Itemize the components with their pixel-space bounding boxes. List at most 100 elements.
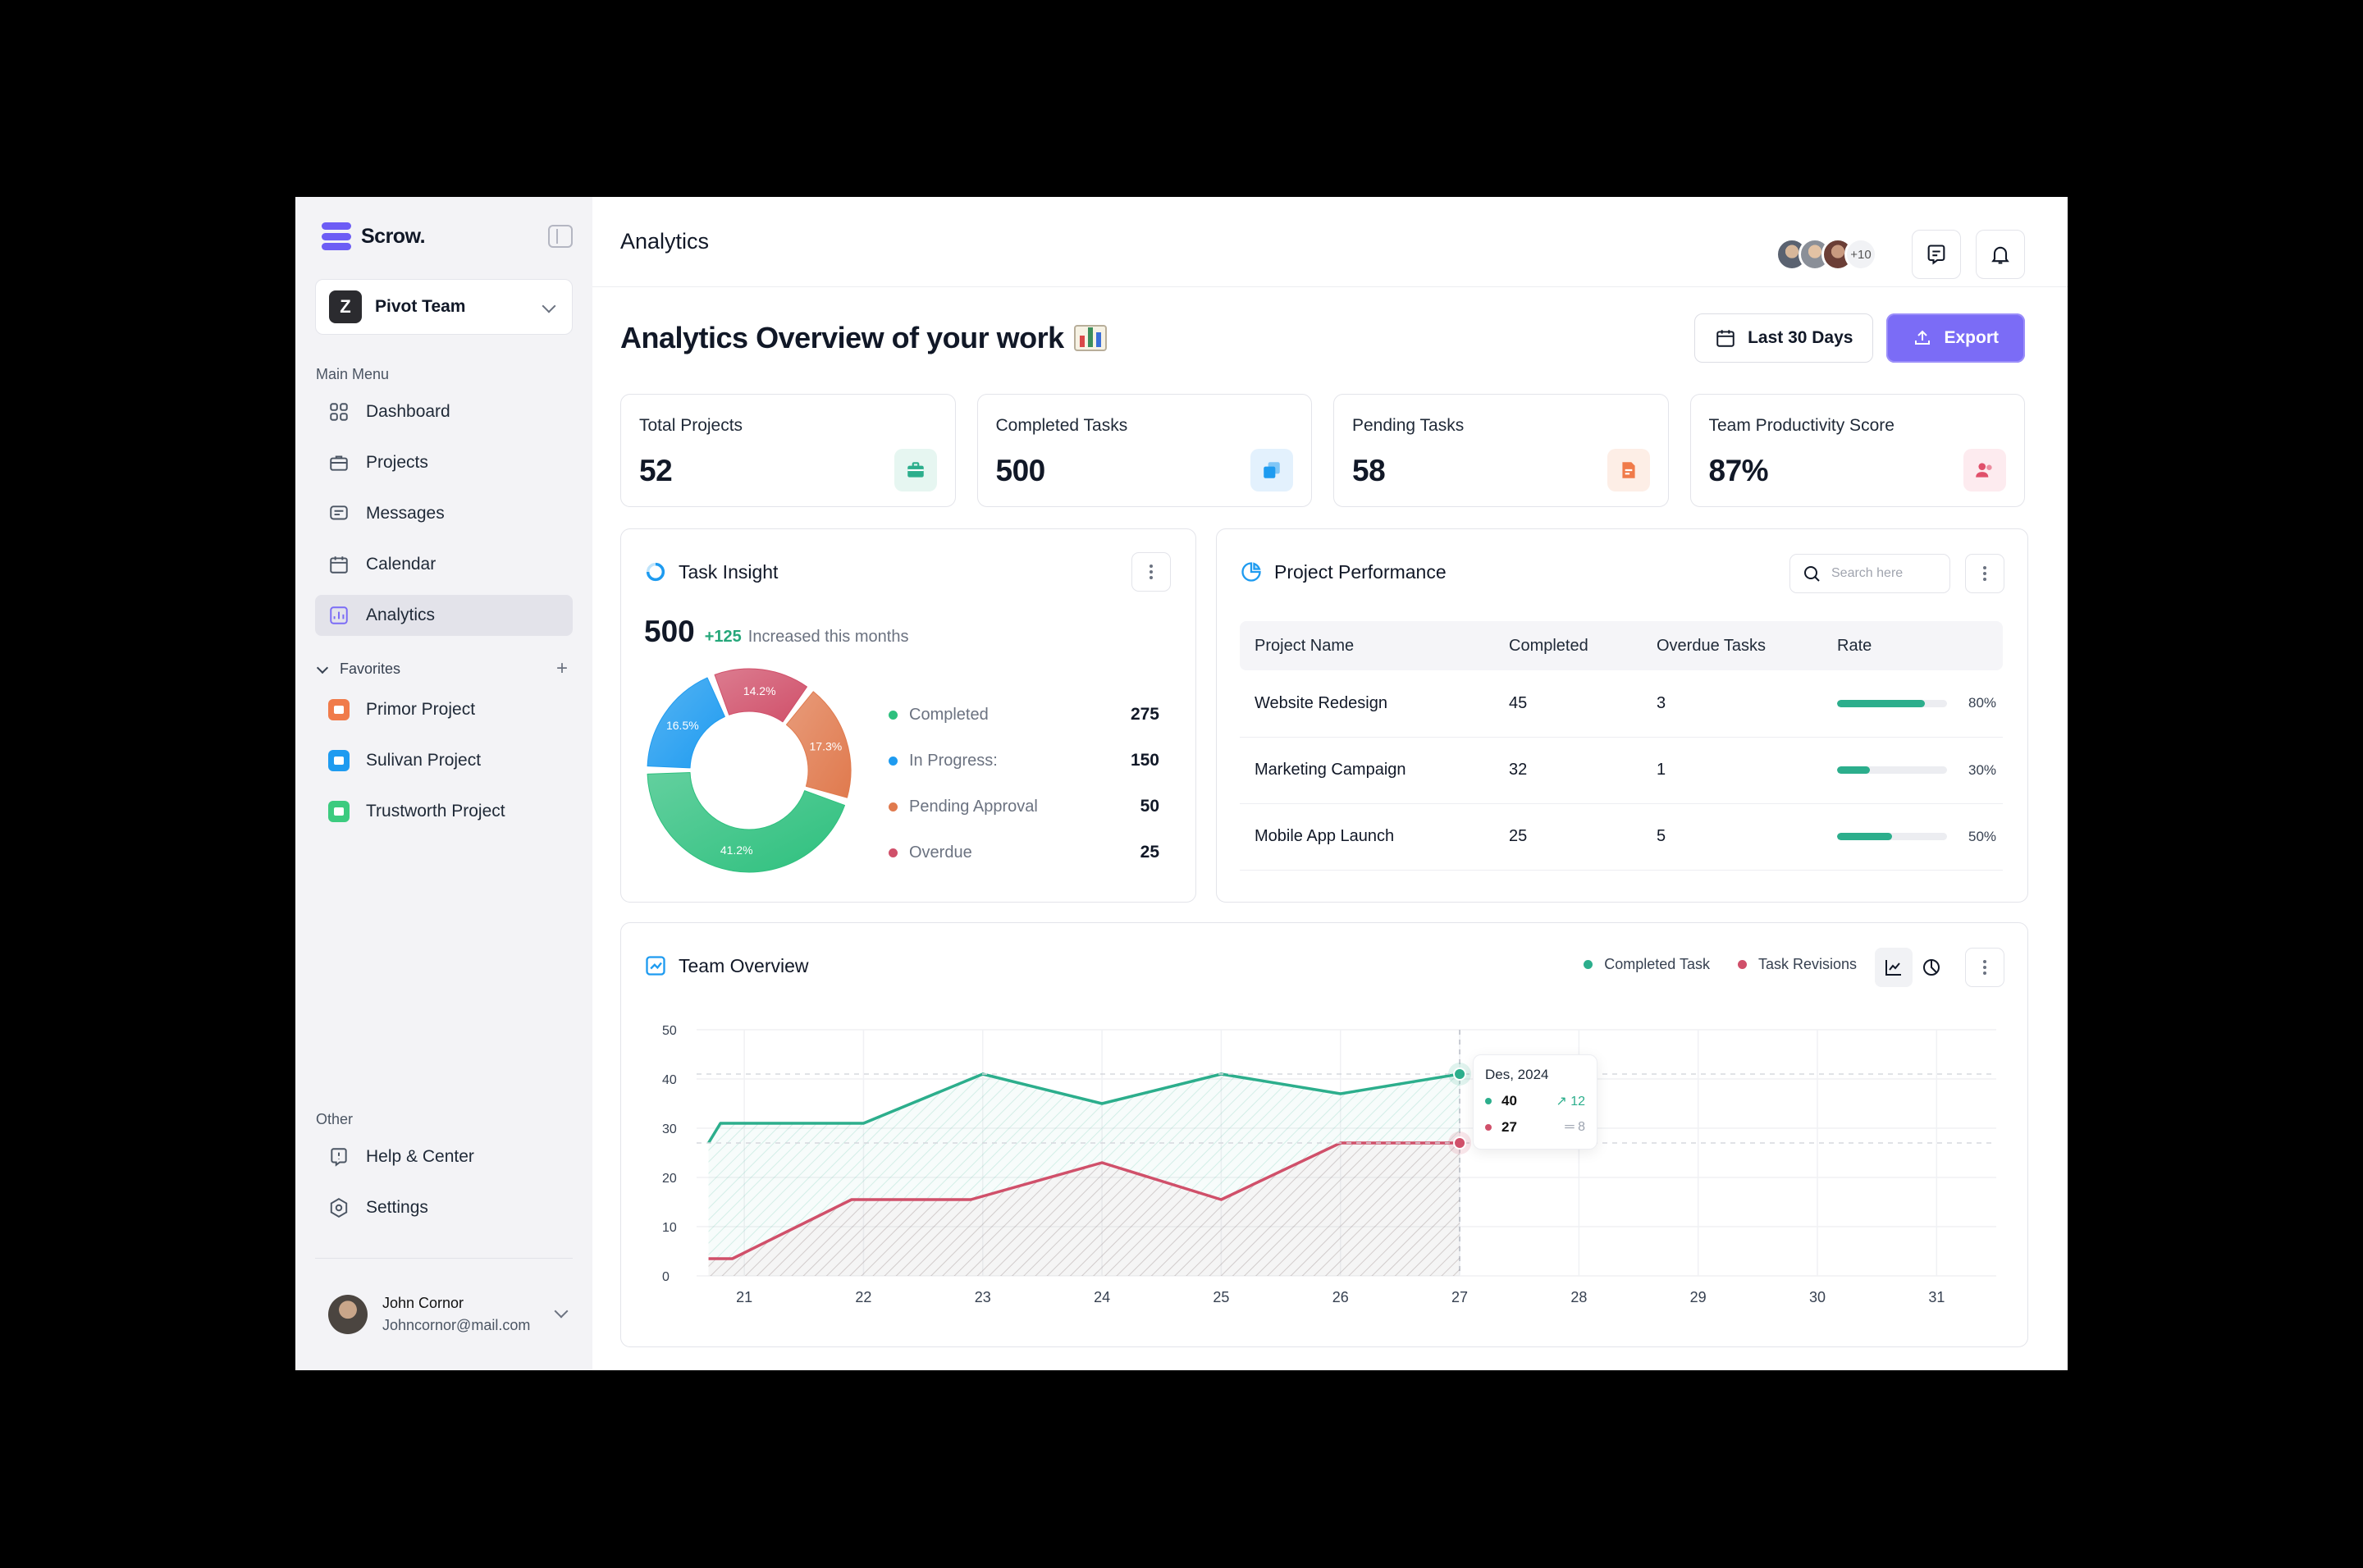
search-placeholder: Search here xyxy=(1831,566,1904,580)
sidebar-item-label: Calendar xyxy=(366,555,436,574)
more-options-button[interactable] xyxy=(1965,554,2004,593)
team-avatars[interactable]: +10 xyxy=(1776,238,1877,271)
stat-card-completed-tasks[interactable]: Completed Tasks 500 xyxy=(976,394,1312,507)
sidebar-item-trustworth-project[interactable]: Trustworth Project xyxy=(315,791,573,832)
overdue-count: 1 xyxy=(1642,737,1822,804)
grid-icon xyxy=(328,401,350,423)
y-tick-label: 10 xyxy=(662,1221,677,1235)
cube-icon xyxy=(1250,449,1293,491)
brand-name: Scrow. xyxy=(361,224,426,248)
y-tick-label: 40 xyxy=(662,1073,677,1087)
line-chart-view-button[interactable] xyxy=(1875,948,1913,987)
notifications-button[interactable] xyxy=(1976,230,2025,279)
brand-logo-icon xyxy=(322,222,351,250)
more-options-button[interactable] xyxy=(1131,552,1171,592)
sidebar-item-dashboard[interactable]: Dashboard xyxy=(315,391,573,432)
messages-button[interactable] xyxy=(1912,230,1961,279)
rate-value: 80% xyxy=(1968,695,1997,711)
table-header-row: Project Name Completed Overdue Tasks Rat… xyxy=(1240,621,2003,670)
sidebar-item-settings[interactable]: Settings xyxy=(315,1187,573,1228)
overdue-count: 5 xyxy=(1642,803,1822,871)
tooltip-completed-value: 40 xyxy=(1501,1093,1517,1109)
project-name: Marketing Campaign xyxy=(1240,737,1494,804)
bell-icon xyxy=(1991,246,2009,264)
stats-row: Total Projects 52 Completed Tasks 500 Pe… xyxy=(620,394,2025,507)
page-title: Analytics xyxy=(620,229,710,254)
completed-count: 32 xyxy=(1494,737,1642,804)
donut-slice-pending-approval[interactable] xyxy=(785,691,852,798)
user-email: Johncornor@mail.com xyxy=(382,1317,531,1333)
legend-item-task-revisions: Task Revisions xyxy=(1737,956,1857,973)
stat-card-team-productivity[interactable]: Team Productivity Score 87% xyxy=(1689,394,2025,507)
favorites-header[interactable]: Favorites + xyxy=(315,657,573,679)
sidebar-item-label: Primor Project xyxy=(366,700,476,719)
calendar-icon xyxy=(1716,330,1735,347)
donut-slice-label: 16.5% xyxy=(666,719,699,732)
x-tick-label: 23 xyxy=(975,1289,991,1305)
stat-card-pending-tasks[interactable]: Pending Tasks 58 xyxy=(1333,394,1669,507)
sidebar-item-label: Help & Center xyxy=(366,1147,474,1166)
sidebar-item-label: Analytics xyxy=(366,606,436,624)
rate-cell: 80% xyxy=(1822,670,2003,738)
stat-card-total-projects[interactable]: Total Projects 52 xyxy=(620,394,956,507)
sidebar-item-sulivan-project[interactable]: Sulivan Project xyxy=(315,740,573,781)
team-selector[interactable]: Z Pivot Team xyxy=(315,279,573,335)
y-tick-label: 0 xyxy=(662,1270,670,1284)
avatar xyxy=(328,1295,368,1334)
table-row[interactable]: Website Redesign 45 3 80% xyxy=(1240,670,2003,738)
date-range-label: Last 30 Days xyxy=(1748,328,1853,347)
favorites-label: Favorites xyxy=(340,661,401,677)
sidebar-item-label: Projects xyxy=(366,453,428,472)
x-tick-label: 31 xyxy=(1928,1289,1945,1305)
app-window: Scrow. Z Pivot Team Main Menu Dashboard … xyxy=(295,197,2068,1370)
task-insight-card: Task Insight 500 +125 Increased this mon… xyxy=(620,528,1196,903)
export-label: Export xyxy=(1944,328,1999,347)
pie-chart-view-button[interactable] xyxy=(1913,948,1950,987)
sidebar-item-analytics[interactable]: Analytics xyxy=(315,595,573,636)
legend-item-overdue: Overdue 25 xyxy=(889,830,1159,875)
highlight-point[interactable] xyxy=(1453,1067,1467,1081)
table-row[interactable]: Marketing Campaign 32 1 30% xyxy=(1240,737,2003,804)
message-icon xyxy=(328,503,350,524)
sidebar-item-label: Messages xyxy=(366,504,445,523)
overview-heading: Analytics Overview of your work xyxy=(620,321,1107,355)
donut-slice-in-progress[interactable] xyxy=(647,677,725,769)
sidebar-item-calendar[interactable]: Calendar xyxy=(315,544,573,585)
sidebar-item-messages[interactable]: Messages xyxy=(315,493,573,534)
project-icon xyxy=(328,801,350,822)
sidebar: Scrow. Z Pivot Team Main Menu Dashboard … xyxy=(295,197,592,1370)
tooltip-revisions-change: ═ 8 xyxy=(1565,1120,1585,1134)
rate-bar-fill xyxy=(1837,833,1892,840)
sidebar-item-primor-project[interactable]: Primor Project xyxy=(315,689,573,730)
team-logo: Z xyxy=(329,290,362,323)
export-button[interactable]: Export xyxy=(1886,313,2025,363)
add-favorite-icon[interactable]: + xyxy=(555,657,568,679)
task-delta-note: Increased this months xyxy=(747,628,909,646)
donut-slice-completed[interactable] xyxy=(647,772,846,873)
x-tick-label: 25 xyxy=(1213,1289,1229,1305)
collapse-sidebar-icon[interactable] xyxy=(548,225,573,248)
rate-cell: 30% xyxy=(1822,737,2003,804)
chevron-down-icon xyxy=(554,1304,569,1319)
column-header: Completed xyxy=(1494,621,1642,670)
search-input[interactable]: Search here xyxy=(1789,554,1950,593)
sidebar-item-label: Sulivan Project xyxy=(366,751,482,770)
highlight-point[interactable] xyxy=(1453,1136,1467,1150)
user-profile[interactable]: John Cornor Johncornor@mail.com xyxy=(315,1295,573,1334)
date-range-button[interactable]: Last 30 Days xyxy=(1694,313,1874,363)
chevron-down-icon xyxy=(316,661,329,674)
donut-slice-overdue[interactable] xyxy=(714,668,808,723)
tooltip-row-revisions: 27 ═ 8 xyxy=(1485,1119,1585,1136)
y-tick-label: 20 xyxy=(662,1172,677,1186)
other-label: Other xyxy=(316,1111,354,1127)
completed-count: 25 xyxy=(1494,803,1642,871)
brand: Scrow. xyxy=(315,215,573,258)
table-row[interactable]: Mobile App Launch 25 5 50% xyxy=(1240,803,2003,871)
more-options-button[interactable] xyxy=(1965,948,2004,987)
stat-label: Pending Tasks xyxy=(1352,416,1465,435)
sidebar-item-projects[interactable]: Projects xyxy=(315,442,573,483)
tooltip-revisions-value: 27 xyxy=(1501,1119,1517,1135)
stat-value: 500 xyxy=(995,454,1046,487)
sidebar-item-help-center[interactable]: Help & Center xyxy=(315,1136,573,1177)
equal-icon: ═ xyxy=(1565,1120,1575,1134)
